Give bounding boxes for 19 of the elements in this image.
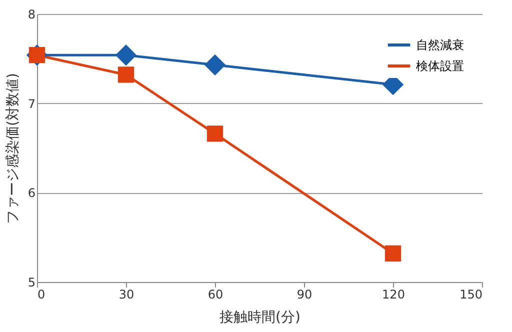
point	[384, 245, 402, 262]
y-tick-label: 8	[28, 8, 36, 22]
legend-label: 自然減衰	[416, 38, 464, 52]
x-tick-label: 150	[460, 288, 482, 302]
x-tick-label: 30	[118, 288, 134, 302]
x-axis-title: 接触時間(分)	[220, 310, 300, 326]
x-tick-label: 120	[382, 288, 405, 302]
point	[115, 44, 137, 66]
x-tick-label: 90	[296, 288, 312, 302]
y-tick-label: 5	[28, 276, 36, 290]
x-tick-label: 0	[38, 288, 46, 302]
point	[204, 54, 226, 76]
x-tick-label: 60	[208, 288, 224, 302]
legend-label: 検体設置	[416, 59, 464, 73]
y-tick-label: 6	[28, 186, 36, 200]
point	[118, 66, 134, 83]
y-axis-title: ファージ感染価(対数値)	[4, 73, 21, 224]
y-tick-label: 7	[28, 96, 36, 111]
point	[206, 126, 224, 142]
